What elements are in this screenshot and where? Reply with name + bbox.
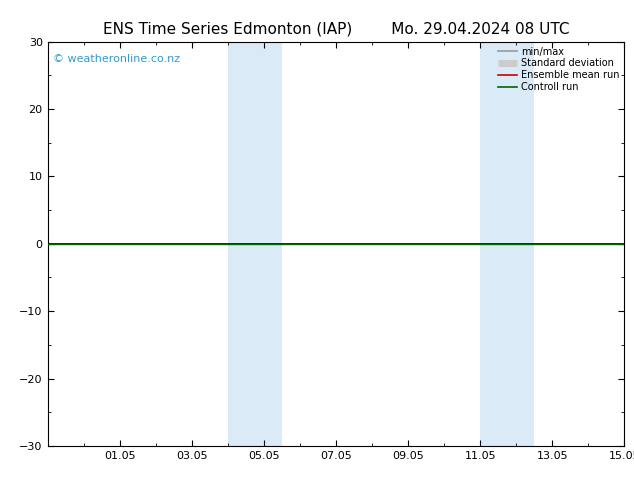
Legend: min/max, Standard deviation, Ensemble mean run, Controll run: min/max, Standard deviation, Ensemble me… — [496, 45, 621, 94]
Text: © weatheronline.co.nz: © weatheronline.co.nz — [53, 54, 181, 64]
Title: ENS Time Series Edmonton (IAP)        Mo. 29.04.2024 08 UTC: ENS Time Series Edmonton (IAP) Mo. 29.04… — [103, 22, 569, 36]
Bar — [481, 42, 534, 446]
Bar — [228, 42, 282, 446]
